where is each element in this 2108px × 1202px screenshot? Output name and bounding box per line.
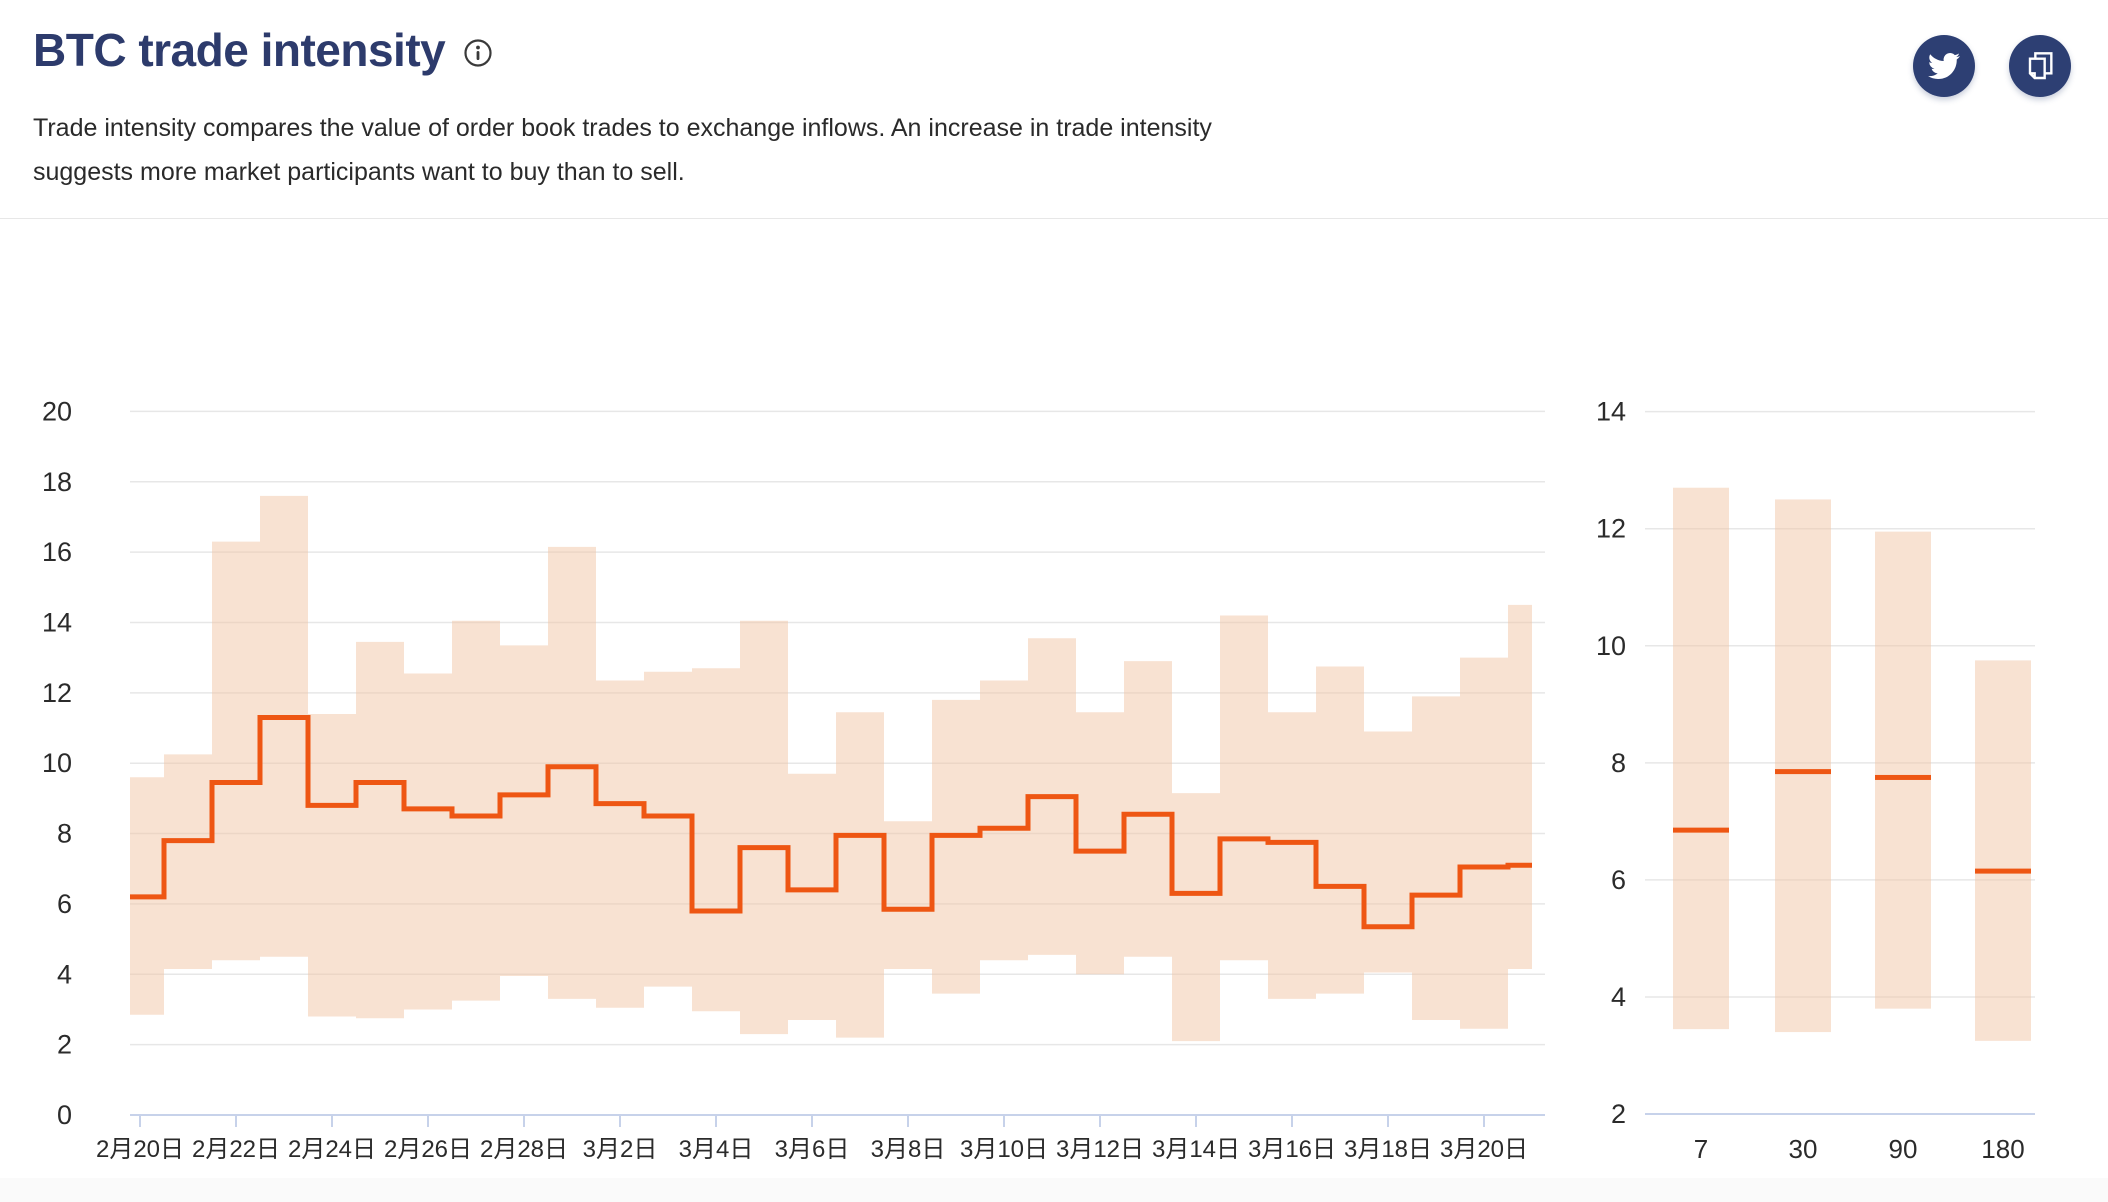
y-axis-label: 16 [42, 537, 72, 567]
range-bar [1775, 499, 1831, 1033]
y-axis-label: 10 [42, 748, 72, 778]
x-axis-label: 3月6日 [775, 1136, 850, 1163]
y-axis-label: 14 [42, 607, 72, 637]
y-axis-label: 0 [57, 1100, 72, 1130]
x-axis-label: 3月20日 [1440, 1136, 1528, 1163]
median-line [130, 714, 1532, 930]
x-axis-label: 2月26日 [384, 1136, 472, 1163]
daily-chart: 2月20日 2月22日 2月24日 2月26日 2月28日 3月2日 3月4日 3月6日 3月8… [42, 396, 1545, 1163]
twitter-bird-icon [1928, 52, 1960, 80]
x-axis-label: 3月8日 [871, 1136, 946, 1163]
charts-area: 2月20日 2月22日 2月24日 2月26日 2月28日 3月2日 3月4日 3月6日 3月8… [0, 222, 2108, 1180]
y-axis-label: 4 [1611, 982, 1626, 1012]
description: Trade intensity compares the value of or… [33, 106, 1212, 194]
x-axis-label: 180 [1981, 1134, 2024, 1164]
x-axis-label: 3月4日 [679, 1136, 754, 1163]
x-axis-label: 3月16日 [1248, 1136, 1336, 1163]
x-axis-label: 7 [1694, 1134, 1708, 1164]
median-mark [1673, 827, 1729, 833]
x-axis-label: 3月18日 [1344, 1136, 1432, 1163]
x-axis-label: 3月10日 [960, 1136, 1048, 1163]
y-axis-label: 12 [42, 678, 72, 708]
description-line-2: suggests more market participants want t… [33, 158, 685, 186]
window-summary-chart: 7 30 90 180 2 4 6 8 10 12 14 [1596, 397, 2035, 1164]
x-axis-label: 2月20日 [96, 1136, 184, 1163]
x-axis-label: 2月24日 [288, 1136, 376, 1163]
copy-pages-icon [2028, 52, 2053, 80]
y-axis-label: 2 [1611, 1099, 1626, 1129]
median-mark [1775, 769, 1831, 775]
y-axis-label: 6 [1611, 865, 1626, 895]
x-axis-label: 2月22日 [192, 1136, 280, 1163]
x-axis-label: 3月2日 [583, 1136, 658, 1163]
range-bar [1673, 487, 1729, 1030]
info-icon[interactable] [463, 38, 493, 68]
x-axis-label: 2月28日 [480, 1136, 568, 1163]
y-axis-label: 4 [57, 959, 72, 989]
y-axis-label: 6 [57, 889, 72, 919]
y-axis-label: 8 [57, 819, 72, 849]
bottom-strip [0, 1178, 2108, 1202]
action-buttons [1913, 35, 2071, 97]
range-bar [1875, 531, 1931, 1009]
y-axis-label: 20 [42, 396, 72, 426]
confidence-band [130, 495, 1532, 1042]
x-axis-label: 3月14日 [1152, 1136, 1240, 1163]
y-axis-label: 10 [1596, 631, 1626, 661]
median-mark [1875, 774, 1931, 780]
y-axis-label: 2 [57, 1030, 72, 1060]
y-axis-label: 18 [42, 467, 72, 497]
description-line-1: Trade intensity compares the value of or… [33, 114, 1212, 142]
copy-button[interactable] [2009, 35, 2071, 97]
header: BTC trade intensity [33, 24, 493, 77]
x-axis-label: 90 [1889, 1134, 1918, 1164]
twitter-share-button[interactable] [1913, 35, 1975, 97]
y-axis-label: 8 [1611, 748, 1626, 778]
section-divider [0, 218, 2108, 219]
range-bar [1975, 660, 2031, 1041]
median-mark [1975, 868, 2031, 874]
page-title: BTC trade intensity [33, 24, 446, 76]
y-axis-label: 14 [1596, 397, 1626, 427]
x-axis-label: 3月12日 [1056, 1136, 1144, 1163]
x-axis-label: 30 [1789, 1134, 1818, 1164]
y-axis-label: 12 [1596, 514, 1626, 544]
